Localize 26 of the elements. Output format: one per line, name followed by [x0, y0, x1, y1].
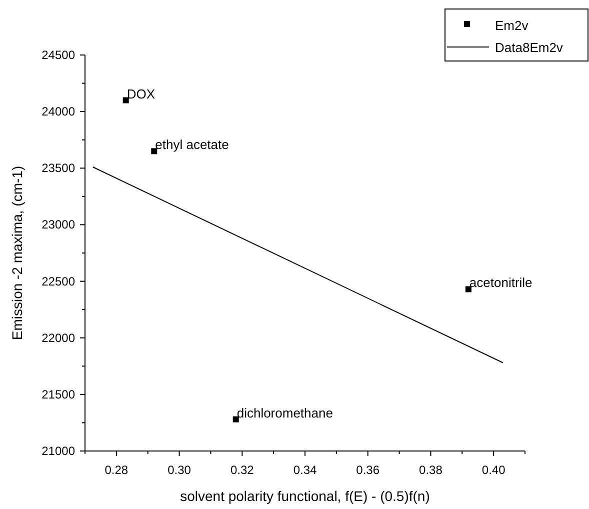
y-axis-title: Emission -2 maxima, (cm-1) — [9, 166, 25, 340]
y-tick-label: 24500 — [42, 48, 76, 62]
legend-label: Data8Em2v — [495, 40, 564, 55]
annotation: DOX — [126, 86, 156, 102]
x-tick-label: 0.30 — [168, 463, 192, 477]
point — [465, 286, 472, 292]
x-tick-label: 0.34 — [293, 463, 317, 477]
annotation: acetonitrile — [469, 275, 532, 290]
y-tick-label: 22000 — [42, 330, 76, 345]
y-tick-label: 21500 — [42, 387, 76, 402]
x-tick-label: 0.36 — [356, 463, 380, 477]
point — [232, 416, 239, 422]
legend-label: Em2v — [495, 18, 529, 33]
y-tick-label: 23500 — [42, 161, 76, 176]
x-tick-label: 0.28 — [104, 463, 128, 477]
annotation: ethyl acetate — [155, 137, 229, 152]
y-tick-label: 24000 — [42, 104, 76, 119]
x-tick-label: 0.40 — [482, 463, 506, 477]
point — [122, 97, 129, 104]
x-tick-label: 0.32 — [230, 463, 254, 477]
y-tick-label: 23000 — [42, 218, 76, 232]
x-axis-title: solvent polarity functional, f(E) - (0.5)f(n) — [180, 488, 430, 504]
annotation: dichloromethane — [236, 405, 333, 420]
y-tick-label: 22500 — [42, 274, 76, 288]
y-tick-label: 21000 — [42, 444, 76, 458]
x-tick-label: 0.38 — [419, 463, 443, 477]
